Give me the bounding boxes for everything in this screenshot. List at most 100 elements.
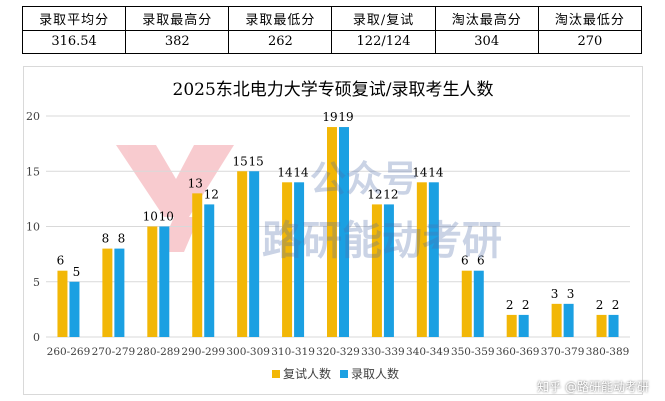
legend-label: 复试人数 bbox=[283, 366, 331, 381]
header-admit-max: 录取最高分 bbox=[125, 6, 230, 31]
legend-swatch bbox=[272, 370, 280, 378]
value-admit-retest-ratio: 122/124 bbox=[331, 29, 436, 54]
bar-admit bbox=[114, 248, 125, 337]
chart-area: 2025东北电力大学专硕复试/录取考生人数 0 5 10 15 20 6 5 8 8 10 10 1… bbox=[23, 66, 643, 395]
data-label-retest: 6 bbox=[57, 254, 65, 268]
data-label-admit: 19 bbox=[338, 110, 353, 124]
value-admit-max: 382 bbox=[125, 29, 230, 54]
x-tick-label: 330-339 bbox=[361, 346, 405, 358]
y-tick-label: 10 bbox=[26, 221, 40, 234]
value-admit-average: 316.54 bbox=[21, 29, 127, 54]
y-tick-label: 0 bbox=[33, 331, 40, 344]
bar-admit bbox=[69, 281, 80, 337]
data-label-admit: 3 bbox=[567, 287, 575, 301]
data-label-admit: 8 bbox=[118, 232, 126, 246]
bar-retest bbox=[237, 171, 248, 337]
x-tick-label: 370-379 bbox=[541, 346, 585, 358]
bar-retest bbox=[596, 314, 607, 337]
x-tick-label: 300-309 bbox=[226, 346, 270, 358]
bar-retest bbox=[147, 226, 158, 337]
bar-retest bbox=[416, 182, 427, 337]
data-label-admit: 15 bbox=[249, 154, 264, 168]
bar-admit bbox=[294, 182, 305, 337]
x-tick-label: 360-369 bbox=[496, 346, 540, 358]
bar-admit bbox=[518, 314, 529, 337]
data-label-admit: 12 bbox=[204, 187, 219, 201]
data-label-admit: 10 bbox=[159, 210, 174, 224]
bar-retest bbox=[282, 182, 293, 337]
data-label-retest: 15 bbox=[233, 154, 248, 168]
x-tick-label: 290-299 bbox=[181, 346, 225, 358]
data-label-admit: 6 bbox=[477, 254, 485, 268]
bar-retest bbox=[551, 303, 562, 337]
data-label-admit: 14 bbox=[293, 165, 309, 179]
chart-title: 2025东北电力大学专硕复试/录取考生人数 bbox=[173, 80, 494, 100]
header-admit-average: 录取平均分 bbox=[21, 6, 127, 31]
bar-admit bbox=[204, 204, 215, 337]
x-tick-label: 260-269 bbox=[47, 346, 91, 358]
watermark-line1: 公众号 bbox=[310, 159, 419, 200]
x-tick-label: 340-349 bbox=[406, 346, 450, 358]
data-label-retest: 2 bbox=[506, 298, 514, 312]
bar-retest bbox=[102, 248, 113, 337]
bar-admit bbox=[383, 204, 394, 337]
bar-admit bbox=[608, 314, 619, 337]
grid-lines bbox=[46, 115, 630, 338]
value-eliminated-min: 270 bbox=[537, 29, 643, 54]
y-axis-ticks: 0 5 10 15 20 bbox=[26, 110, 40, 344]
x-axis-ticks: 260-269 270-279 280-289 290-299 300-309 310-3… bbox=[47, 346, 630, 358]
header-eliminated-max: 淘汰最高分 bbox=[434, 6, 539, 31]
footer-credit: 知乎 @路研能动考研 bbox=[537, 380, 649, 394]
summary-value-row: 316.54 382 262 122/124 304 270 bbox=[21, 29, 643, 54]
x-tick-label: 380-389 bbox=[586, 346, 630, 358]
data-label-retest: 13 bbox=[188, 176, 203, 190]
value-admit-min: 262 bbox=[228, 29, 333, 54]
data-label-admit: 2 bbox=[612, 298, 620, 312]
data-label-retest: 12 bbox=[367, 187, 382, 201]
header-eliminated-min: 淘汰最低分 bbox=[537, 6, 643, 31]
x-tick-label: 280-289 bbox=[136, 346, 180, 358]
summary-header-row: 录取平均分 录取最高分 录取最低分 录取/复试 淘汰最高分 淘汰最低分 bbox=[21, 6, 643, 31]
legend-label: 录取人数 bbox=[351, 366, 399, 381]
bars bbox=[57, 127, 619, 337]
data-label-admit: 5 bbox=[73, 265, 81, 279]
data-label-retest: 14 bbox=[412, 165, 428, 179]
data-label-retest: 6 bbox=[461, 254, 469, 268]
data-label-admit: 14 bbox=[428, 165, 444, 179]
header-admit-retest-ratio: 录取/复试 bbox=[331, 6, 436, 31]
bar-retest bbox=[327, 127, 337, 337]
legend-swatch bbox=[340, 370, 348, 378]
x-tick-label: 310-319 bbox=[271, 346, 315, 358]
bar-admit bbox=[428, 182, 439, 337]
header-admit-min: 录取最低分 bbox=[228, 6, 333, 31]
bar-retest bbox=[506, 314, 517, 337]
y-tick-label: 15 bbox=[26, 165, 40, 178]
bar-retest bbox=[57, 270, 68, 337]
bar-admit bbox=[563, 303, 574, 337]
data-label-retest: 10 bbox=[143, 210, 158, 224]
data-label-retest: 2 bbox=[596, 298, 604, 312]
data-label-retest: 14 bbox=[277, 165, 293, 179]
x-tick-label: 320-329 bbox=[316, 346, 360, 358]
data-label-admit: 2 bbox=[522, 298, 530, 312]
bar-retest bbox=[371, 204, 382, 337]
y-tick-label: 5 bbox=[33, 276, 40, 289]
bar-retest bbox=[461, 270, 472, 337]
data-label-retest: 3 bbox=[551, 287, 559, 301]
data-label-admit: 12 bbox=[383, 187, 398, 201]
data-label-retest: 19 bbox=[322, 110, 337, 124]
legend: 复试人数 录取人数 bbox=[272, 366, 399, 381]
bar-admit bbox=[339, 127, 349, 337]
value-eliminated-max: 304 bbox=[434, 29, 539, 54]
bar-admit bbox=[249, 171, 260, 337]
x-tick-label: 270-279 bbox=[92, 346, 136, 358]
bar-retest bbox=[192, 193, 203, 337]
bar-admit bbox=[159, 226, 170, 337]
watermark-line2: 路研能动考研 bbox=[262, 218, 502, 264]
bar-admit bbox=[473, 270, 484, 337]
x-tick-label: 350-359 bbox=[451, 346, 495, 358]
data-label-retest: 8 bbox=[102, 232, 110, 246]
y-tick-label: 20 bbox=[26, 110, 40, 123]
